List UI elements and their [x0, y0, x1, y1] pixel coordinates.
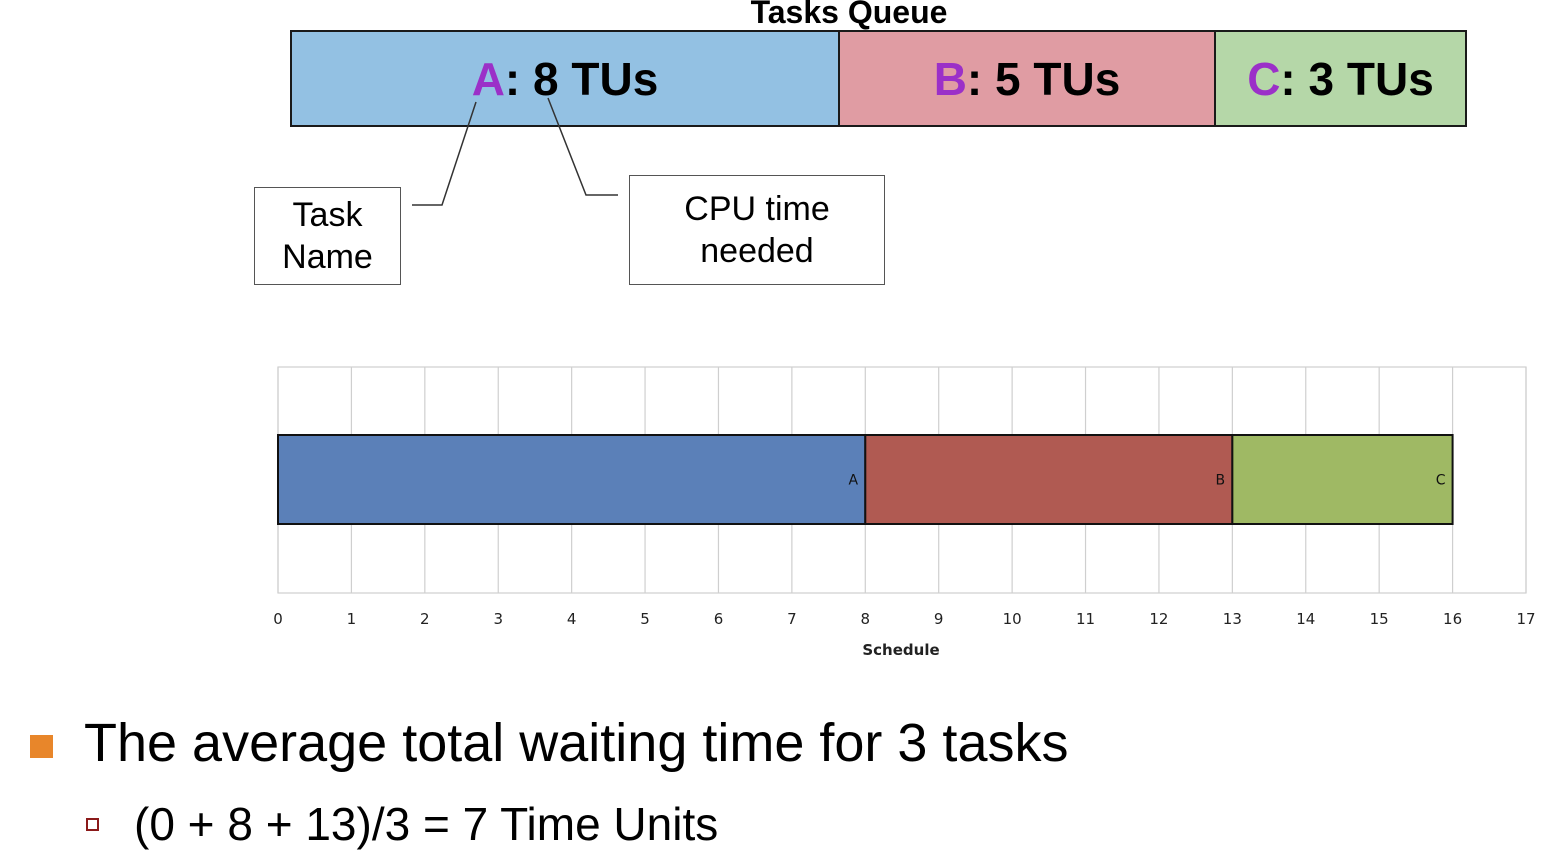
x-tick-label: 13 [1223, 610, 1242, 628]
task-time: : 8 TUs [504, 52, 659, 105]
x-tick-label: 5 [640, 610, 650, 628]
task-name-callout: Task Name [254, 187, 401, 285]
bar-c [1231, 434, 1454, 525]
x-tick-label: 2 [420, 610, 430, 628]
x-tick-label: 0 [273, 610, 283, 628]
x-tick-label: 4 [567, 610, 577, 628]
x-tick-label: 3 [493, 610, 503, 628]
x-tick-label: 9 [934, 610, 944, 628]
chart-ticks: 0 1 2 3 4 5 6 7 8 9 10 11 12 13 14 15 16 17 [273, 610, 1535, 628]
queue-task-c: C: 3 TUs [1214, 32, 1465, 125]
x-tick-label: 14 [1296, 610, 1315, 628]
bar-b [864, 434, 1234, 525]
queue-task-b: B: 5 TUs [838, 32, 1214, 125]
task-time: : 5 TUs [966, 52, 1121, 105]
x-tick-label: 8 [861, 610, 871, 628]
queue-title: Tasks Queue [750, 0, 948, 30]
task-name-pointer [412, 101, 477, 206]
bar-a [277, 434, 867, 525]
x-tick-label: 15 [1370, 610, 1389, 628]
x-tick-label: 17 [1516, 610, 1535, 628]
bar-label: C [1436, 473, 1446, 489]
tasks-queue: A: 8 TUs B: 5 TUs C: 3 TUs [290, 30, 1467, 127]
x-tick-label: 1 [347, 610, 357, 628]
main-bullet [30, 735, 53, 758]
x-tick-label: 11 [1076, 610, 1095, 628]
bar-label: A [849, 473, 859, 489]
task-name: A [471, 52, 505, 105]
x-tick-label: 6 [714, 610, 724, 628]
bar-label: B [1216, 473, 1226, 489]
main-point: The average total waiting time for 3 tas… [84, 713, 1069, 773]
cpu-time-pointer [547, 97, 618, 196]
task-name: B [933, 52, 967, 105]
sub-point: (0 + 8 + 13)/3 = 7 Time Units [134, 798, 719, 850]
cpu-time-callout: CPU time needed [629, 175, 885, 285]
queue-task-a: A: 8 TUs [292, 32, 838, 125]
x-tick-label: 12 [1149, 610, 1168, 628]
sub-bullet [86, 818, 99, 831]
x-tick-label: 10 [1003, 610, 1022, 628]
x-tick-label: 7 [787, 610, 797, 628]
x-tick-label: 16 [1443, 610, 1462, 628]
chart-bars: A B C [277, 434, 1454, 525]
task-time: : 3 TUs [1280, 52, 1434, 105]
x-axis-label: Schedule [862, 641, 939, 659]
task-name: C [1247, 52, 1281, 105]
